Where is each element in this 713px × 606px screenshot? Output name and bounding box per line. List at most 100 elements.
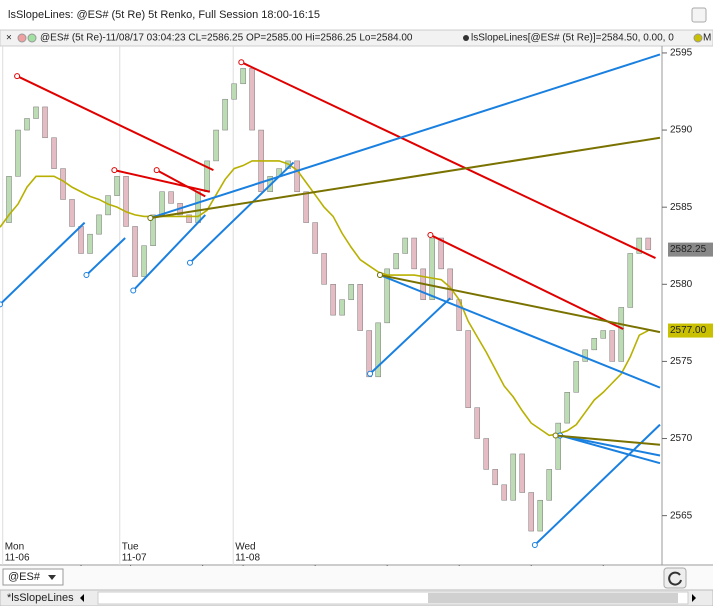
renko-brick <box>357 284 363 331</box>
renko-brick <box>213 129 219 162</box>
renko-brick <box>87 233 93 254</box>
renko-brick <box>627 253 634 308</box>
renko-brick <box>150 214 156 246</box>
date-day: Tue <box>122 542 139 553</box>
renko-brick <box>303 191 309 223</box>
date-day: Mon <box>5 542 24 553</box>
status-bar <box>0 29 713 47</box>
window-button[interactable] <box>691 7 707 23</box>
refresh-icon <box>668 571 682 586</box>
close-icon[interactable]: × <box>6 33 12 44</box>
slope-line <box>379 274 661 389</box>
combo-arrow <box>48 575 56 580</box>
price-marker-label: 2577.00 <box>670 325 707 336</box>
renko-brick <box>294 160 300 193</box>
slope-anchor <box>531 541 538 548</box>
renko-brick <box>339 299 345 316</box>
slope-anchor <box>14 73 21 80</box>
renko-brick <box>24 118 30 131</box>
renko-brick <box>132 226 138 277</box>
slope-line <box>156 169 206 198</box>
y-tick-label: 2585 <box>670 202 693 213</box>
renko-brick <box>6 176 12 223</box>
renko-brick <box>555 422 562 470</box>
renko-brick <box>483 438 489 470</box>
renko-brick <box>537 499 543 532</box>
renko-brick <box>78 226 84 254</box>
indicator-info: lsSlopeLines[@ES# (5t Re)]=2584.50, 0.00… <box>471 33 674 44</box>
y-tick-label: 2590 <box>670 125 693 136</box>
price-marker <box>668 242 713 257</box>
renko-brick <box>609 330 616 362</box>
renko-brick <box>618 307 625 362</box>
status-dot <box>693 33 703 43</box>
slope-line <box>0 221 86 306</box>
renko-brick <box>492 469 498 486</box>
scrollbar-thumb[interactable] <box>428 593 678 603</box>
time-axis-bar <box>0 566 713 590</box>
slope-line <box>555 434 661 446</box>
renko-brick <box>438 237 444 270</box>
renko-brick <box>591 338 598 351</box>
renko-brick <box>546 469 552 501</box>
date-label: 11-07 <box>122 553 147 564</box>
renko-brick <box>168 191 174 204</box>
status-dot <box>27 33 37 43</box>
scroll-left[interactable] <box>80 594 84 602</box>
symbol-info: @ES# (5t Re)-11/08/17 03:04:23 CL=2586.2… <box>40 33 413 44</box>
price-marker <box>668 323 713 338</box>
renko-brick <box>510 453 516 501</box>
renko-brick <box>330 284 336 316</box>
renko-brick <box>519 453 525 493</box>
status-more: M <box>703 33 711 44</box>
slope-line <box>16 75 214 172</box>
slope-line <box>114 169 211 193</box>
date-day: Wed <box>235 542 255 553</box>
slope-line <box>429 234 624 330</box>
renko-brick <box>15 129 21 177</box>
renko-brick <box>384 268 390 324</box>
moving-average <box>0 160 649 437</box>
renko-brick <box>474 407 480 439</box>
renko-brick <box>573 361 580 393</box>
y-tick-label: 2570 <box>670 433 693 444</box>
renko-brick <box>60 168 66 200</box>
scroll-right[interactable] <box>692 594 696 602</box>
tab-label[interactable]: *lsSlopeLines <box>7 592 74 604</box>
renko-brick <box>528 492 534 532</box>
title-bar <box>0 0 713 30</box>
slope-line <box>132 214 207 292</box>
status-dot <box>463 35 469 41</box>
renko-brick <box>366 330 372 378</box>
renko-brick <box>321 253 327 285</box>
slope-anchor <box>552 432 559 439</box>
status-dot <box>17 33 27 43</box>
slope-anchor <box>186 259 193 266</box>
renko-brick <box>249 68 255 131</box>
symbol-combo[interactable] <box>2 568 64 586</box>
renko-brick <box>141 245 147 277</box>
renko-brick <box>240 68 246 85</box>
date-label: 11-08 <box>235 553 260 564</box>
renko-brick <box>96 214 102 235</box>
renko-brick <box>159 191 165 216</box>
slope-anchor <box>83 272 90 279</box>
renko-brick <box>348 284 354 300</box>
renko-brick <box>114 176 120 196</box>
renko-brick <box>402 237 408 254</box>
symbol-combo-text: @ES# <box>8 571 41 583</box>
renko-brick <box>69 199 75 227</box>
y-tick-label: 2595 <box>670 48 693 59</box>
renko-brick <box>195 191 201 223</box>
slope-anchor <box>367 370 374 377</box>
renko-brick <box>231 83 237 100</box>
renko-brick <box>600 330 607 339</box>
y-tick-label: 2580 <box>670 279 693 290</box>
slope-line <box>240 61 656 259</box>
renko-brick <box>564 392 571 424</box>
window-title: lsSlopeLines: @ES# (5t Re) 5t Renko, Ful… <box>8 9 320 21</box>
date-label: 11-06 <box>5 553 30 564</box>
slope-line <box>189 161 295 264</box>
slope-line <box>379 274 661 334</box>
